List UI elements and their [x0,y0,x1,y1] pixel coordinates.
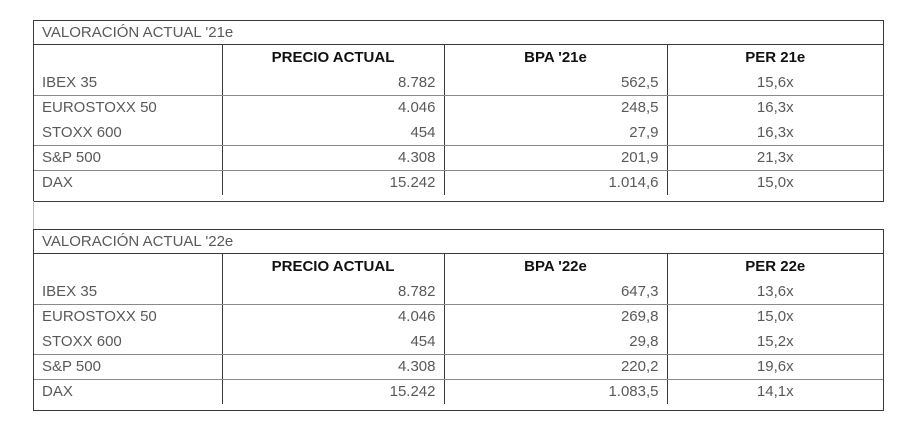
price-value: 4.308 [221,145,444,171]
index-name: IBEX 35 [34,70,222,96]
table-row: EUROSTOXX 50 4.046 269,8 15,0x [34,304,883,329]
per-value: 16,3x [666,95,883,120]
bpa-value: 269,8 [443,304,667,329]
header-price: PRECIO ACTUAL [221,254,444,279]
bpa-value: 562,5 [443,70,667,96]
per-value: 16,3x [666,120,883,146]
index-name: DAX [42,174,73,192]
price-value: 15.242 [221,379,444,404]
bpa-value: 1.014,6 [443,170,667,195]
table-title: VALORACIÓN ACTUAL '21e [34,21,883,45]
table-row: IBEX 35 8.782 647,3 13,6x [34,279,883,305]
index-name: DAX [42,383,73,401]
bpa-value: 220,2 [443,354,667,380]
header-bpa: BPA '21e [443,45,667,70]
bpa-value: 647,3 [443,279,667,305]
table-title: VALORACIÓN ACTUAL '22e [34,230,883,254]
per-value: 13,6x [666,279,883,305]
price-value: 8.782 [221,279,444,305]
price-value: 454 [221,120,444,146]
table-row: EUROSTOXX 50 4.046 248,5 16,3x [34,95,883,120]
per-value: 15,0x [666,170,883,195]
index-name: STOXX 600 [34,120,222,146]
bpa-value: 27,9 [443,120,667,146]
per-value: 21,3x [666,145,883,171]
index-name: S&P 500 [34,354,222,380]
table-row: STOXX 600 454 29,8 15,2x [34,329,883,355]
header-row: PRECIO ACTUAL BPA '22e PER 22e [34,254,883,279]
per-value: 14,1x [666,379,883,404]
header-empty [34,254,222,279]
header-price: PRECIO ACTUAL [221,45,444,70]
table-row: DAX 15.242 1.083,5 14,1x [34,379,883,404]
header-per: PER 21e [666,45,883,70]
valuation-table-2022: VALORACIÓN ACTUAL '22e PRECIO ACTUAL BPA… [33,229,884,411]
per-value: 19,6x [666,354,883,380]
bpa-value: 29,8 [443,329,667,355]
header-row: PRECIO ACTUAL BPA '21e PER 21e [34,45,883,70]
per-value: 15,6x [666,70,883,96]
table-row: IBEX 35 8.782 562,5 15,6x [34,70,883,96]
index-name: S&P 500 [34,145,222,171]
price-value: 4.046 [221,95,444,120]
valuation-table-2021: VALORACIÓN ACTUAL '21e PRECIO ACTUAL BPA… [33,20,884,202]
table-row: DAX 15.242 1.014,6 15,0x [34,170,883,195]
valuation-grid: PRECIO ACTUAL BPA '22e PER 22e IBEX 35 8… [34,254,883,404]
per-value: 15,2x [666,329,883,355]
divider [33,201,34,231]
index-name: STOXX 600 [34,329,222,355]
valuation-grid: PRECIO ACTUAL BPA '21e PER 21e IBEX 35 8… [34,45,883,195]
price-value: 4.046 [221,304,444,329]
index-name: EUROSTOXX 50 [42,99,157,117]
price-value: 8.782 [221,70,444,96]
header-per: PER 22e [666,254,883,279]
table-row: STOXX 600 454 27,9 16,3x [34,120,883,146]
header-bpa: BPA '22e [443,254,667,279]
per-value: 15,0x [666,304,883,329]
price-value: 454 [221,329,444,355]
table-row: S&P 500 4.308 201,9 21,3x [34,145,883,171]
price-value: 15.242 [221,170,444,195]
table-row: S&P 500 4.308 220,2 19,6x [34,354,883,380]
header-empty [34,45,222,70]
bpa-value: 248,5 [443,95,667,120]
bpa-value: 1.083,5 [443,379,667,404]
index-name: EUROSTOXX 50 [42,308,157,326]
price-value: 4.308 [221,354,444,380]
bpa-value: 201,9 [443,145,667,171]
index-name: IBEX 35 [34,279,222,305]
